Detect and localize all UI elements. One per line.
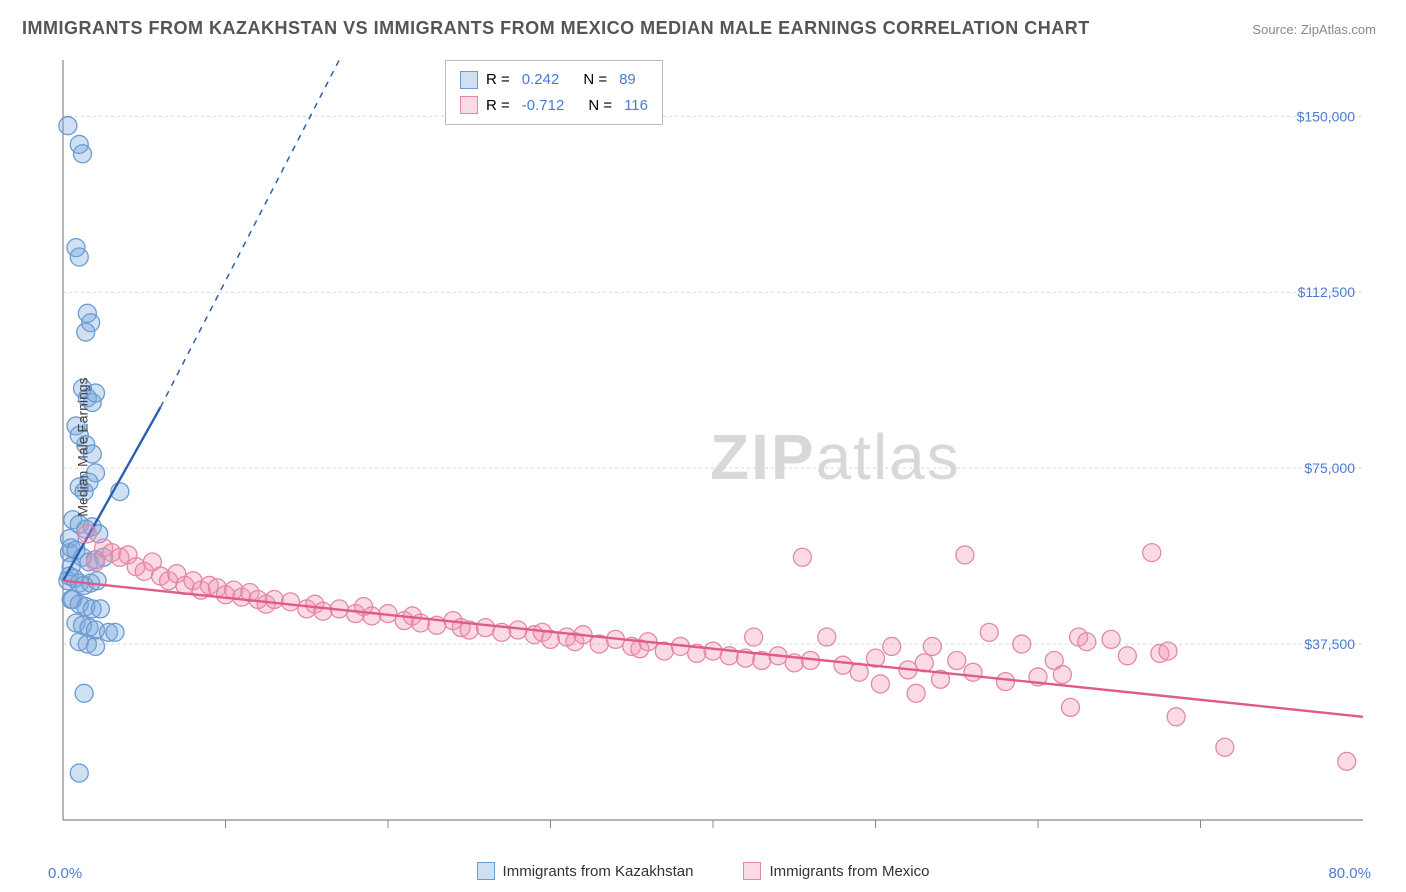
source-label: Source: xyxy=(1252,22,1297,37)
legend-swatch-kazakhstan xyxy=(477,862,495,880)
r-label: R = xyxy=(486,93,510,119)
source-link[interactable]: ZipAtlas.com xyxy=(1301,22,1376,37)
n-value-kazakhstan: 89 xyxy=(619,67,636,93)
legend-label-mexico: Immigrants from Mexico xyxy=(769,863,929,880)
svg-text:$37,500: $37,500 xyxy=(1304,636,1355,652)
svg-text:$75,000: $75,000 xyxy=(1304,460,1355,476)
legend-swatch-kazakhstan xyxy=(460,71,478,89)
svg-text:$112,500: $112,500 xyxy=(1298,284,1356,300)
correlation-legend: R = 0.242 N = 89 R = -0.712 N = 116 xyxy=(445,60,663,125)
r-value-mexico: -0.712 xyxy=(522,93,565,119)
chart-title: IMMIGRANTS FROM KAZAKHSTAN VS IMMIGRANTS… xyxy=(22,18,1090,39)
source-attribution: Source: ZipAtlas.com xyxy=(1252,22,1376,37)
legend-row-kazakhstan: R = 0.242 N = 89 xyxy=(460,67,648,93)
r-value-kazakhstan: 0.242 xyxy=(522,67,560,93)
y-axis-label: Median Male Earnings xyxy=(75,377,91,516)
r-label: R = xyxy=(486,67,510,93)
series-legend: Immigrants from Kazakhstan Immigrants fr… xyxy=(0,862,1406,880)
legend-swatch-mexico xyxy=(743,862,761,880)
legend-label-kazakhstan: Immigrants from Kazakhstan xyxy=(503,863,694,880)
n-label: N = xyxy=(588,93,612,119)
legend-item-kazakhstan: Immigrants from Kazakhstan xyxy=(477,862,694,880)
n-value-mexico: 116 xyxy=(624,93,648,119)
x-axis-max: 80.0% xyxy=(1328,865,1371,882)
legend-swatch-mexico xyxy=(460,96,478,114)
chart-container: Median Male Earnings $37,500 $75,000 $112,… xyxy=(48,52,1378,842)
legend-row-mexico: R = -0.712 N = 116 xyxy=(460,93,648,119)
svg-text:$150,000: $150,000 xyxy=(1297,108,1356,124)
scatter-plot: $37,500 $75,000 $112,500 $150,000 xyxy=(48,52,1378,842)
legend-item-mexico: Immigrants from Mexico xyxy=(743,862,929,880)
n-label: N = xyxy=(583,67,607,93)
x-axis-min: 0.0% xyxy=(48,865,82,882)
